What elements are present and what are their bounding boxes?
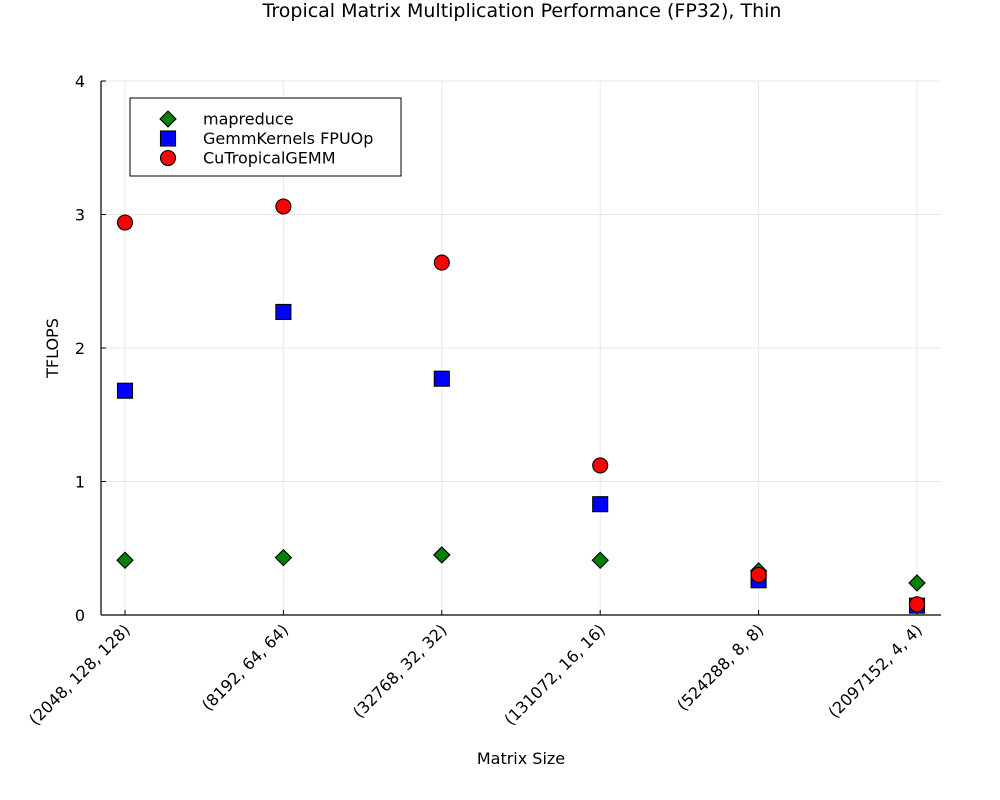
y-axis-ticks: 0 1 2 3 4 bbox=[75, 72, 106, 625]
series-square bbox=[116, 303, 926, 614]
x-axis-ticks: (2048, 128, 128) (8192, 64, 64) (32768, 32… bbox=[25, 610, 926, 729]
legend-label: mapreduce bbox=[203, 110, 294, 129]
data-point-circle bbox=[433, 254, 450, 271]
legend-marker-square bbox=[159, 130, 177, 147]
data-point-circle bbox=[116, 214, 134, 231]
x-tick-label: (524288, 8, 8) bbox=[673, 620, 767, 714]
data-point-diamond bbox=[591, 551, 609, 570]
legend-entry: CuTropicalGEMM bbox=[159, 149, 336, 168]
data-point-square bbox=[433, 370, 450, 387]
data-point-square bbox=[275, 303, 292, 321]
data-point-diamond bbox=[433, 546, 451, 564]
legend-entry: mapreduce bbox=[159, 110, 294, 129]
y-tick-label: 2 bbox=[75, 339, 85, 358]
data-point-circle bbox=[275, 198, 292, 215]
legend-label: CuTropicalGEMM bbox=[203, 149, 336, 168]
series-circle bbox=[116, 198, 926, 613]
data-point-circle bbox=[750, 566, 767, 584]
data-point-square bbox=[116, 382, 134, 399]
chart-title: Tropical Matrix Multiplication Performan… bbox=[262, 0, 782, 22]
x-tick-label: (8192, 64, 64) bbox=[198, 620, 292, 714]
legend-label: GemmKernels FPUOp bbox=[203, 129, 373, 148]
data-point-diamond bbox=[116, 551, 134, 570]
x-tick-label: (2048, 128, 128) bbox=[25, 620, 134, 729]
series-diamond bbox=[116, 546, 926, 592]
y-tick-label: 0 bbox=[75, 606, 85, 625]
y-tick-label: 3 bbox=[75, 206, 85, 225]
x-tick-label: (131072, 16, 16) bbox=[500, 620, 609, 729]
data-point-circle bbox=[908, 596, 926, 613]
y-tick-label: 1 bbox=[75, 473, 85, 492]
data-point-circle bbox=[592, 457, 609, 474]
x-axis-label: Matrix Size bbox=[477, 749, 565, 768]
x-tick-label: (2097152, 4, 4) bbox=[824, 620, 925, 721]
legend-marker-circle bbox=[159, 149, 177, 167]
data-points bbox=[116, 198, 926, 614]
data-point-square bbox=[592, 496, 609, 513]
data-point-diamond bbox=[908, 574, 926, 592]
y-axis-label: TFLOPS bbox=[43, 318, 62, 379]
legend-marker-diamond bbox=[159, 110, 177, 128]
x-tick-label: (32768, 32, 32) bbox=[349, 620, 450, 721]
y-tick-label: 4 bbox=[75, 72, 85, 91]
legend-entry: GemmKernels FPUOp bbox=[159, 129, 373, 148]
data-point-diamond bbox=[274, 548, 293, 567]
